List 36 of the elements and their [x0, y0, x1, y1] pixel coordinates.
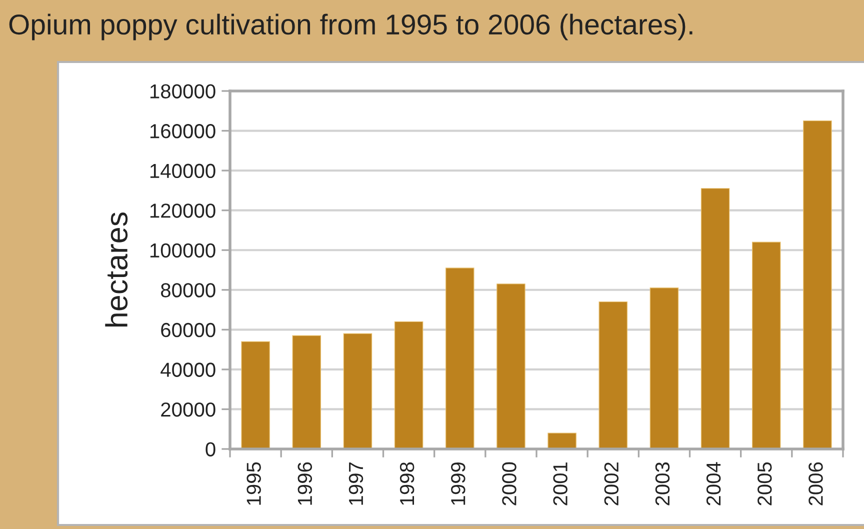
x-tick-label: 2002: [604, 462, 619, 506]
x-tick-label: 1996: [298, 462, 312, 505]
x-tick-label: 2003: [655, 462, 670, 506]
bar: [700, 188, 730, 449]
y-tick-label: 0: [206, 442, 216, 456]
x-tick-label: 1995: [246, 462, 261, 505]
y-tick-label: 20000: [161, 402, 216, 417]
y-tick-label: 140000: [150, 164, 216, 178]
y-axis-title: hectares: [105, 212, 128, 326]
y-tick-label: 60000: [161, 322, 216, 338]
x-tick-label: 2005: [758, 462, 772, 506]
y-tick-label: 80000: [160, 283, 216, 298]
x-tick-label: 1998: [400, 462, 414, 505]
x-tick-label: 2001: [553, 462, 568, 506]
y-tick-label: 40000: [160, 362, 216, 377]
x-tick-label: 2004: [706, 462, 721, 506]
bar: [394, 321, 424, 449]
chart-title: Opium poppy cultivation from 1995 to 2006 (hectares).: [9, 14, 692, 40]
y-tick-label: 100000: [150, 243, 216, 258]
bar: [241, 341, 270, 449]
bar: [496, 284, 526, 449]
y-tick-label: 180000: [150, 84, 216, 98]
bar: [548, 432, 576, 449]
bar: [343, 333, 372, 449]
x-tick-label: 1997: [348, 462, 364, 505]
x-tick-label: 1999: [451, 462, 466, 505]
y-tick-label: 160000: [150, 124, 216, 138]
bar: [803, 120, 832, 449]
bar: [752, 242, 781, 449]
bar: [445, 268, 474, 449]
bar: [598, 301, 628, 449]
y-tick-label: 120000: [150, 204, 216, 218]
x-tick-label: 2006: [808, 462, 823, 506]
x-tick-label: 2000: [502, 462, 516, 506]
bar: [650, 288, 679, 449]
bar: [292, 335, 322, 449]
